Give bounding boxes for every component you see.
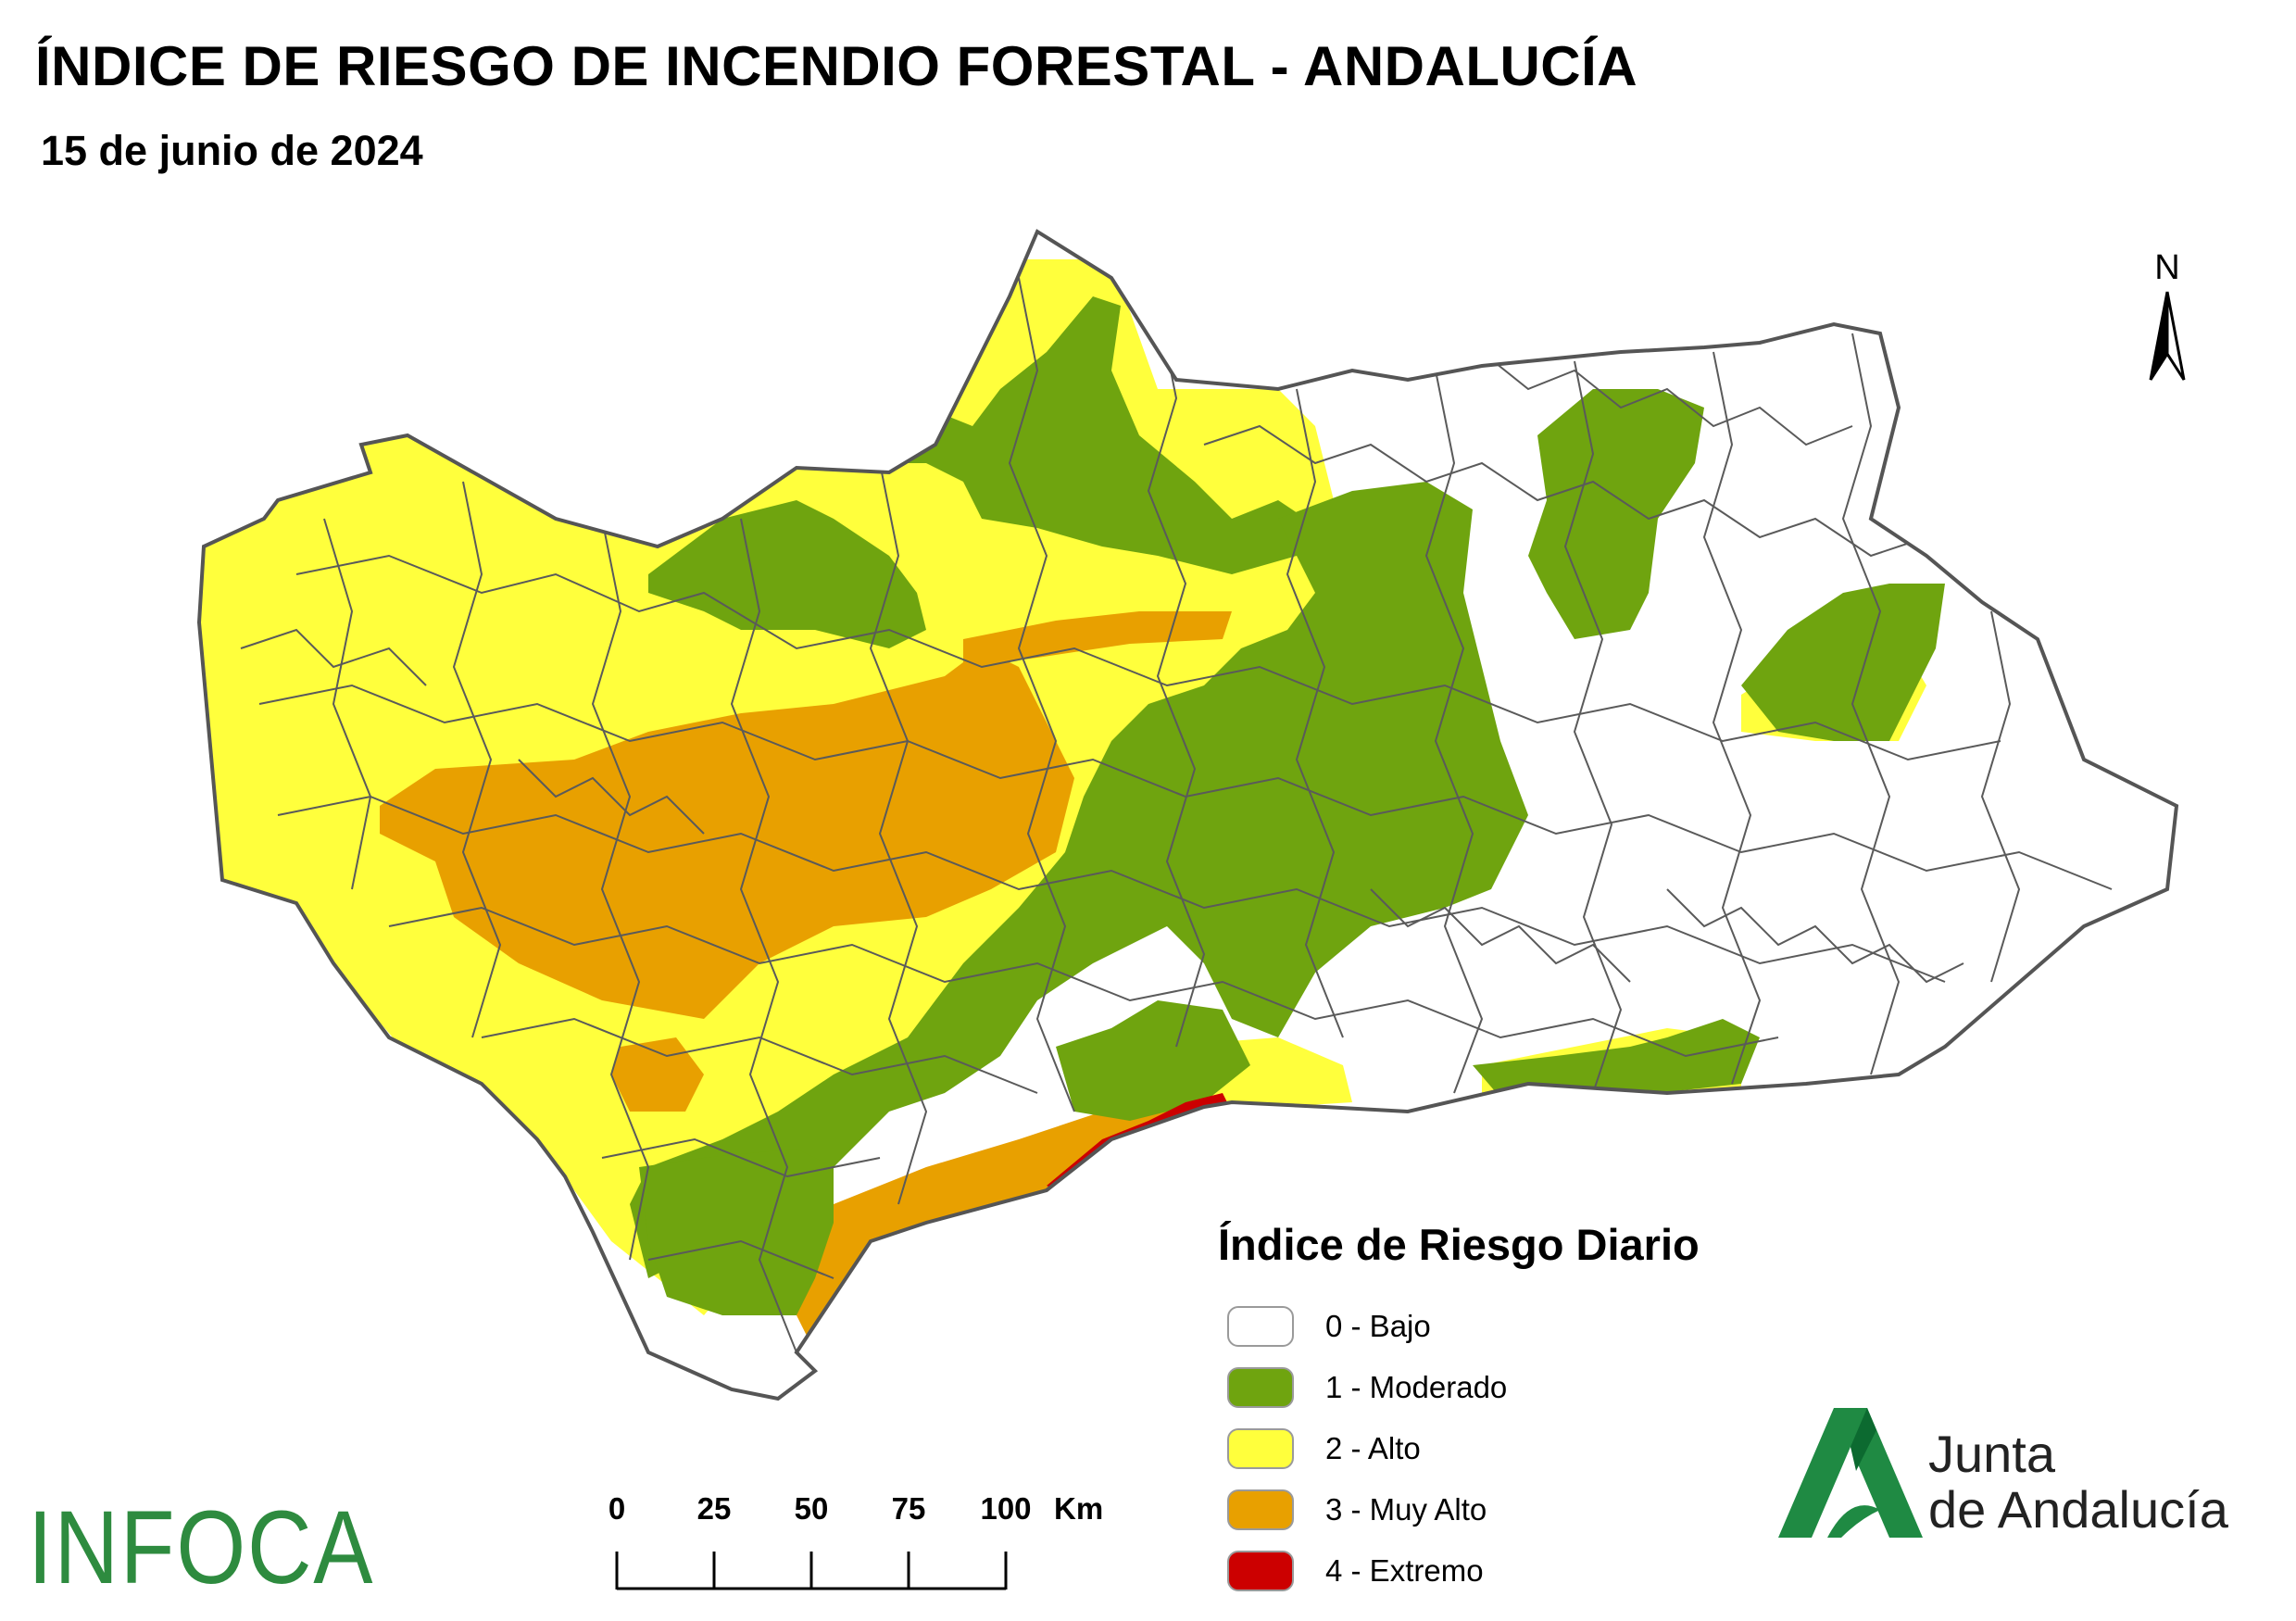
- legend-item-muy-alto: 3 - Muy Alto: [1218, 1479, 1700, 1540]
- north-arrow: N: [2130, 250, 2204, 389]
- zone-muy-alto-cadiz: [611, 1037, 704, 1112]
- legend-swatch-moderado: [1227, 1367, 1294, 1408]
- zone-muy-alto-west: [380, 648, 1074, 1019]
- legend-swatch-extremo: [1227, 1551, 1294, 1591]
- legend-item-moderado: 1 - Moderado: [1218, 1357, 1700, 1418]
- scale-tick-100: 100: [980, 1491, 1032, 1526]
- zone-moderado-coast-granada: [1473, 1019, 1760, 1102]
- scale-tick-25: 25: [696, 1491, 732, 1526]
- scale-tick-75: 75: [891, 1491, 926, 1526]
- zone-moderado-north-granada: [1528, 389, 1704, 639]
- zone-moderado-sierra-morena: [843, 296, 1306, 574]
- legend: Índice de Riesgo Diario 0 - Bajo 1 - Mod…: [1218, 1223, 1700, 1602]
- north-label: N: [2154, 248, 2180, 287]
- north-arrow-icon: [2149, 291, 2186, 381]
- map-title: ÍNDICE DE RIESGO DE INCENDIO FORESTAL - …: [35, 35, 1638, 97]
- junta-andalucia-logo-icon: [1778, 1408, 1923, 1538]
- legend-label-alto: 2 - Alto: [1325, 1431, 1421, 1465]
- zone-moderado-cadiz: [639, 1149, 834, 1315]
- municipal-boundaries: [240, 277, 2113, 1353]
- legend-label-moderado: 1 - Moderado: [1325, 1370, 1508, 1404]
- zone-muy-alto-almeria-coast: [2038, 982, 2102, 1065]
- legend-label-bajo: 0 - Bajo: [1325, 1309, 1431, 1343]
- legend-label-muy-alto: 3 - Muy Alto: [1325, 1492, 1487, 1527]
- legend-swatch-alto: [1227, 1428, 1294, 1469]
- junta-andalucia-wordmark: Junta de Andalucía: [1928, 1426, 2228, 1539]
- junta-line2: de Andalucía: [1928, 1480, 2228, 1539]
- junta-line1: Junta: [1928, 1425, 2055, 1483]
- zone-moderado-north-huelva: [648, 500, 926, 648]
- legend-label-extremo: 4 - Extremo: [1325, 1553, 1484, 1588]
- zone-moderado-baza: [1741, 584, 1945, 741]
- infoca-logo: INFOCA: [28, 1489, 375, 1605]
- zone-muy-alto-east-band: [963, 611, 1232, 667]
- scale-unit: Km: [1054, 1491, 1104, 1526]
- legend-title: Índice de Riesgo Diario: [1218, 1220, 1700, 1269]
- legend-item-bajo: 0 - Bajo: [1218, 1296, 1700, 1357]
- scale-bar-line: [615, 1552, 1008, 1590]
- zone-moderado-malaga: [1056, 1000, 1250, 1121]
- legend-item-alto: 2 - Alto: [1218, 1418, 1700, 1479]
- legend-swatch-bajo: [1227, 1306, 1294, 1347]
- scale-tick-0: 0: [608, 1491, 626, 1526]
- scale-tick-50: 50: [794, 1491, 829, 1526]
- map-date: 15 de junio de 2024: [41, 127, 423, 174]
- legend-swatch-muy-alto: [1227, 1489, 1294, 1530]
- scale-bar: 0 25 50 75 100 Km: [608, 1491, 1130, 1602]
- zone-moderado-jaen: [630, 482, 1528, 1278]
- legend-item-extremo: 4 - Extremo: [1218, 1540, 1700, 1602]
